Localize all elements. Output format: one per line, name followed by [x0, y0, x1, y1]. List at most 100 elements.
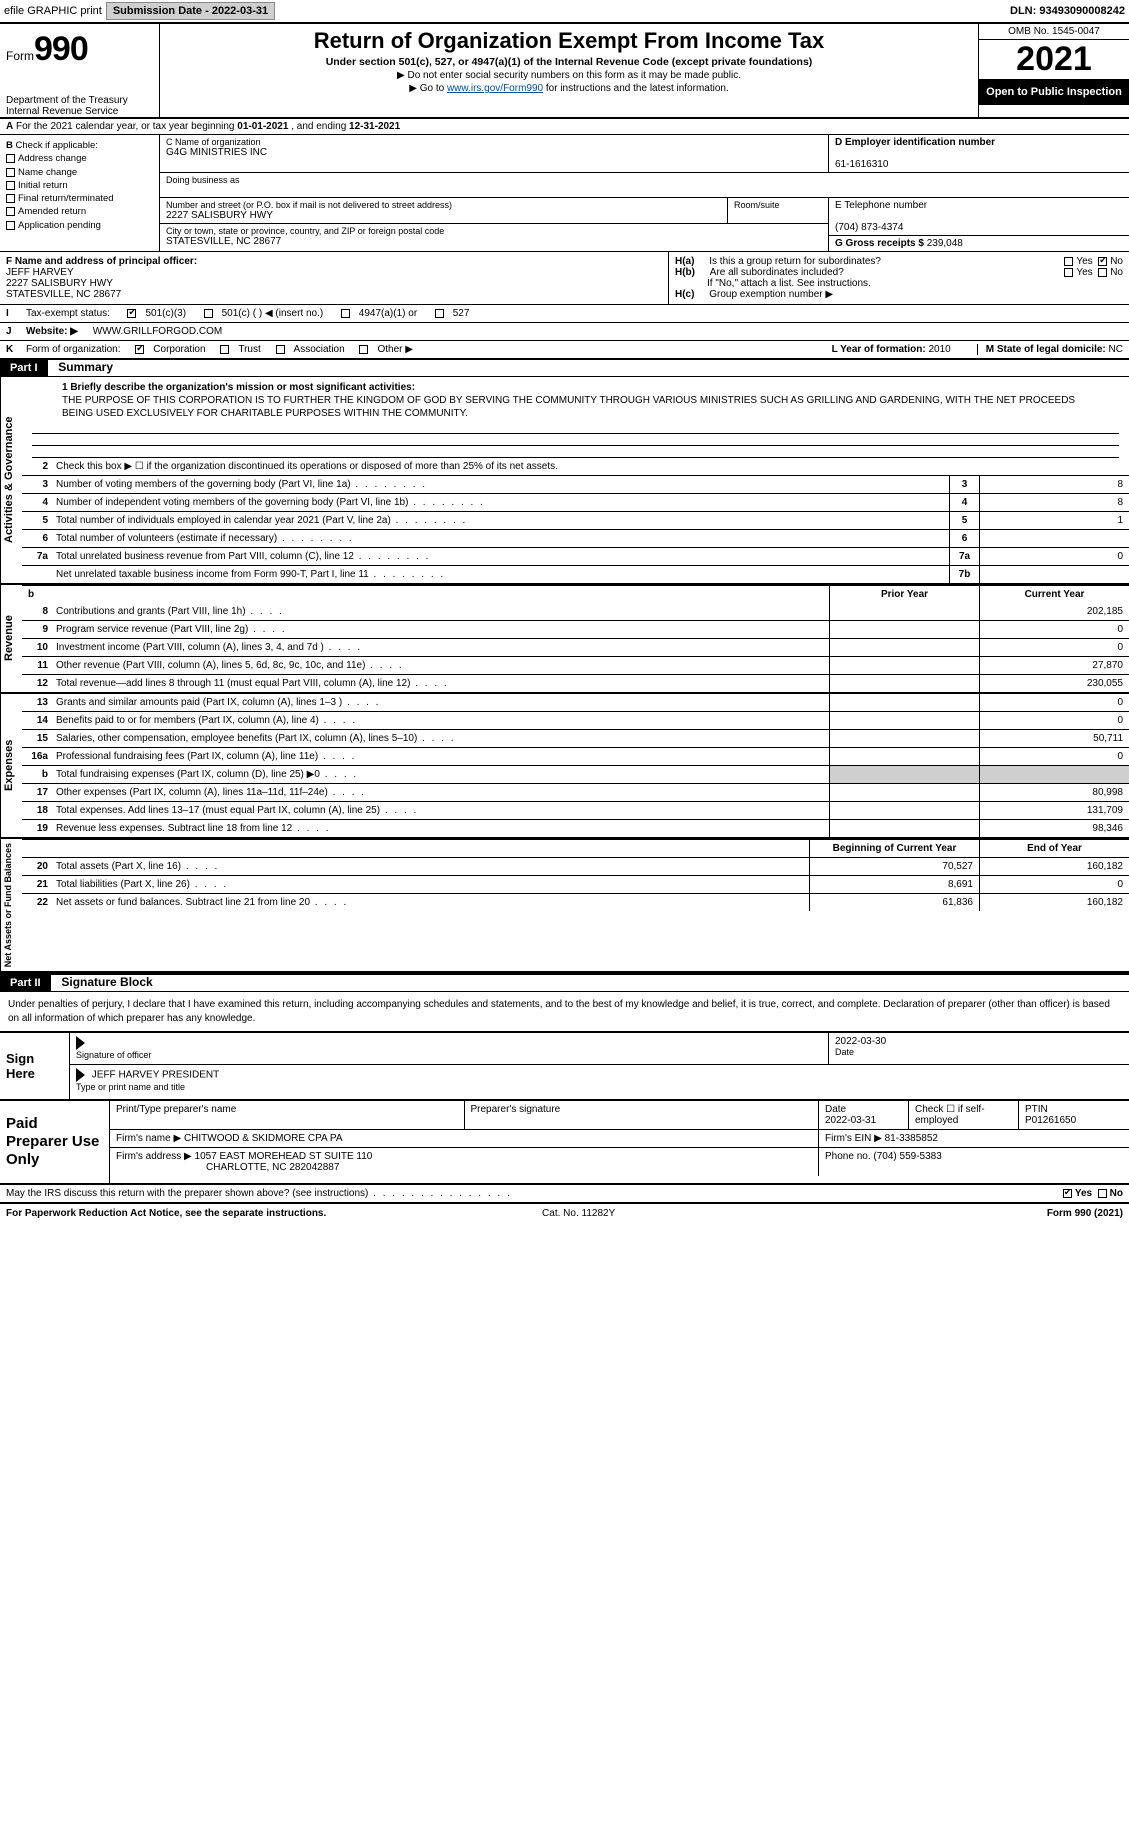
gross-receipts-value: 239,048 [927, 238, 963, 249]
sig-officer-label: Signature of officer [76, 1050, 151, 1060]
line-a: A For the 2021 calendar year, or tax yea… [0, 119, 406, 134]
street-value: 2227 SALISBURY HWY [166, 210, 721, 221]
gov-line: 5Total number of individuals employed in… [22, 511, 1129, 529]
hb-question: Are all subordinates included? [710, 267, 844, 278]
table-row: 21Total liabilities (Part X, line 26)8,6… [22, 875, 1129, 893]
triangle-icon [76, 1068, 85, 1082]
form-number: Form990 [6, 30, 153, 69]
end-year-hdr: End of Year [979, 840, 1129, 857]
irs-link[interactable]: www.irs.gov/Form990 [447, 83, 543, 94]
hb-note: If "No," attach a list. See instructions… [675, 278, 1123, 289]
website-label: Website: ▶ [26, 326, 78, 337]
cat-no: Cat. No. 11282Y [542, 1208, 615, 1219]
pra-notice: For Paperwork Reduction Act Notice, see … [6, 1208, 326, 1219]
table-row: 14Benefits paid to or for members (Part … [22, 711, 1129, 729]
room-label: Room/suite [728, 198, 828, 223]
vtab-revenue: Revenue [0, 585, 22, 692]
vtab-netassets: Net Assets or Fund Balances [0, 839, 22, 971]
year-formation: 2010 [928, 344, 950, 355]
efile-topbar: efile GRAPHIC print Submission Date - 20… [0, 0, 1129, 22]
table-row: 20Total assets (Part X, line 16)70,52716… [22, 857, 1129, 875]
officer-print-name: JEFF HARVEY PRESIDENT [92, 1070, 219, 1081]
form-note-2: ▶ Go to www.irs.gov/Form990 for instruct… [168, 83, 970, 94]
self-employed-check[interactable]: Check ☐ if self-employed [909, 1101, 1019, 1129]
part1-tag: Part I [0, 360, 48, 376]
firm-ein: 81-3385852 [885, 1133, 938, 1144]
prep-sig-hdr: Preparer's signature [465, 1101, 820, 1129]
tax-exempt-label: Tax-exempt status: [26, 308, 110, 319]
firm-addr2: CHARLOTTE, NC 282042887 [116, 1162, 339, 1173]
table-row: bTotal fundraising expenses (Part IX, co… [22, 765, 1129, 783]
dept-label: Department of the Treasury [6, 95, 153, 106]
submission-date-button[interactable]: Submission Date - 2022-03-31 [106, 2, 275, 20]
vtab-governance: Activities & Governance [0, 377, 22, 583]
website-value: WWW.GRILLFORGOD.COM [93, 326, 222, 337]
form-title: Return of Organization Exempt From Incom… [168, 28, 970, 54]
org-name: G4G MINISTRIES INC [166, 147, 822, 158]
penalty-statement: Under penalties of perjury, I declare th… [0, 992, 1129, 1031]
cb-address-change[interactable]: Address change [18, 153, 87, 164]
omb-number: OMB No. 1545-0047 [979, 24, 1129, 40]
gov-line: 7aTotal unrelated business revenue from … [22, 547, 1129, 565]
mission-text: THE PURPOSE OF THIS CORPORATION IS TO FU… [62, 395, 1075, 419]
cb-final-return[interactable]: Final return/terminated [18, 193, 114, 204]
d-ein-label: D Employer identification number [835, 137, 995, 148]
cb-initial-return[interactable]: Initial return [18, 180, 68, 191]
ha-question: Is this a group return for subordinates? [709, 256, 881, 267]
table-row: 13Grants and similar amounts paid (Part … [22, 694, 1129, 711]
gov-line: 4Number of independent voting members of… [22, 493, 1129, 511]
state-domicile: NC [1109, 344, 1123, 355]
cb-amended[interactable]: Amended return [18, 206, 86, 217]
ein-value: 61-1616310 [835, 159, 888, 170]
f-officer-label: F Name and address of principal officer: [6, 256, 197, 267]
table-row: 19Revenue less expenses. Subtract line 1… [22, 819, 1129, 837]
open-to-public: Open to Public Inspection [979, 80, 1129, 105]
part1-title: Summary [50, 356, 121, 378]
sign-date-label: Date [835, 1047, 854, 1057]
c-name-label: C Name of organization [166, 137, 822, 147]
table-row: 18Total expenses. Add lines 13–17 (must … [22, 801, 1129, 819]
form-note-1: ▶ Do not enter social security numbers o… [168, 70, 970, 81]
vtab-expenses: Expenses [0, 694, 22, 837]
tax-year: 2021 [979, 40, 1129, 80]
table-row: 16aProfessional fundraising fees (Part I… [22, 747, 1129, 765]
form-footer: Form 990 (2021) [1047, 1208, 1123, 1219]
gov-line: 6Total number of volunteers (estimate if… [22, 529, 1129, 547]
firm-name: CHITWOOD & SKIDMORE CPA PA [184, 1133, 343, 1144]
city-label: City or town, state or province, country… [166, 226, 822, 236]
g-gross-label: G Gross receipts $ [835, 238, 924, 249]
cb-name-change[interactable]: Name change [18, 167, 77, 178]
street-label: Number and street (or P.O. box if mail i… [166, 200, 721, 210]
firm-addr1: 1057 EAST MOREHEAD ST SUITE 110 [195, 1151, 373, 1162]
prep-date: 2022-03-31 [825, 1115, 876, 1126]
dba-label: Doing business as [166, 175, 1123, 185]
form-subtitle: Under section 501(c), 527, or 4947(a)(1)… [168, 56, 970, 68]
table-row: 11Other revenue (Part VIII, column (A), … [22, 656, 1129, 674]
efile-label: efile GRAPHIC print [4, 5, 102, 17]
gov-line: 3Number of voting members of the governi… [22, 475, 1129, 493]
irs-label: Internal Revenue Service [6, 106, 153, 117]
sign-here-label: Sign Here [0, 1033, 70, 1099]
city-value: STATESVILLE, NC 28677 [166, 236, 822, 247]
part2-title: Signature Block [53, 971, 160, 993]
part2-tag: Part II [0, 975, 51, 991]
prior-year-hdr: Prior Year [829, 586, 979, 603]
print-name-label: Type or print name and title [76, 1082, 185, 1092]
discuss-question: May the IRS discuss this return with the… [6, 1188, 512, 1199]
sign-date: 2022-03-30 [835, 1036, 886, 1047]
cb-app-pending[interactable]: Application pending [18, 220, 101, 231]
section-b-checkboxes: B Check if applicable: Address change Na… [0, 135, 160, 251]
mission-q: 1 Briefly describe the organization's mi… [62, 382, 415, 393]
table-row: 22Net assets or fund balances. Subtract … [22, 893, 1129, 911]
ptin-value: P01261650 [1025, 1115, 1076, 1126]
firm-phone: (704) 559-5383 [873, 1151, 941, 1162]
form-org-label: Form of organization: [26, 344, 121, 355]
table-row: 9Program service revenue (Part VIII, lin… [22, 620, 1129, 638]
officer-city: STATESVILLE, NC 28677 [6, 289, 121, 300]
current-year-hdr: Current Year [979, 586, 1129, 603]
table-row: 8Contributions and grants (Part VIII, li… [22, 603, 1129, 620]
form-header: Form990 Department of the Treasury Inter… [0, 24, 1129, 119]
e-phone-label: E Telephone number [835, 200, 927, 211]
begin-year-hdr: Beginning of Current Year [809, 840, 979, 857]
prep-name-hdr: Print/Type preparer's name [110, 1101, 465, 1129]
